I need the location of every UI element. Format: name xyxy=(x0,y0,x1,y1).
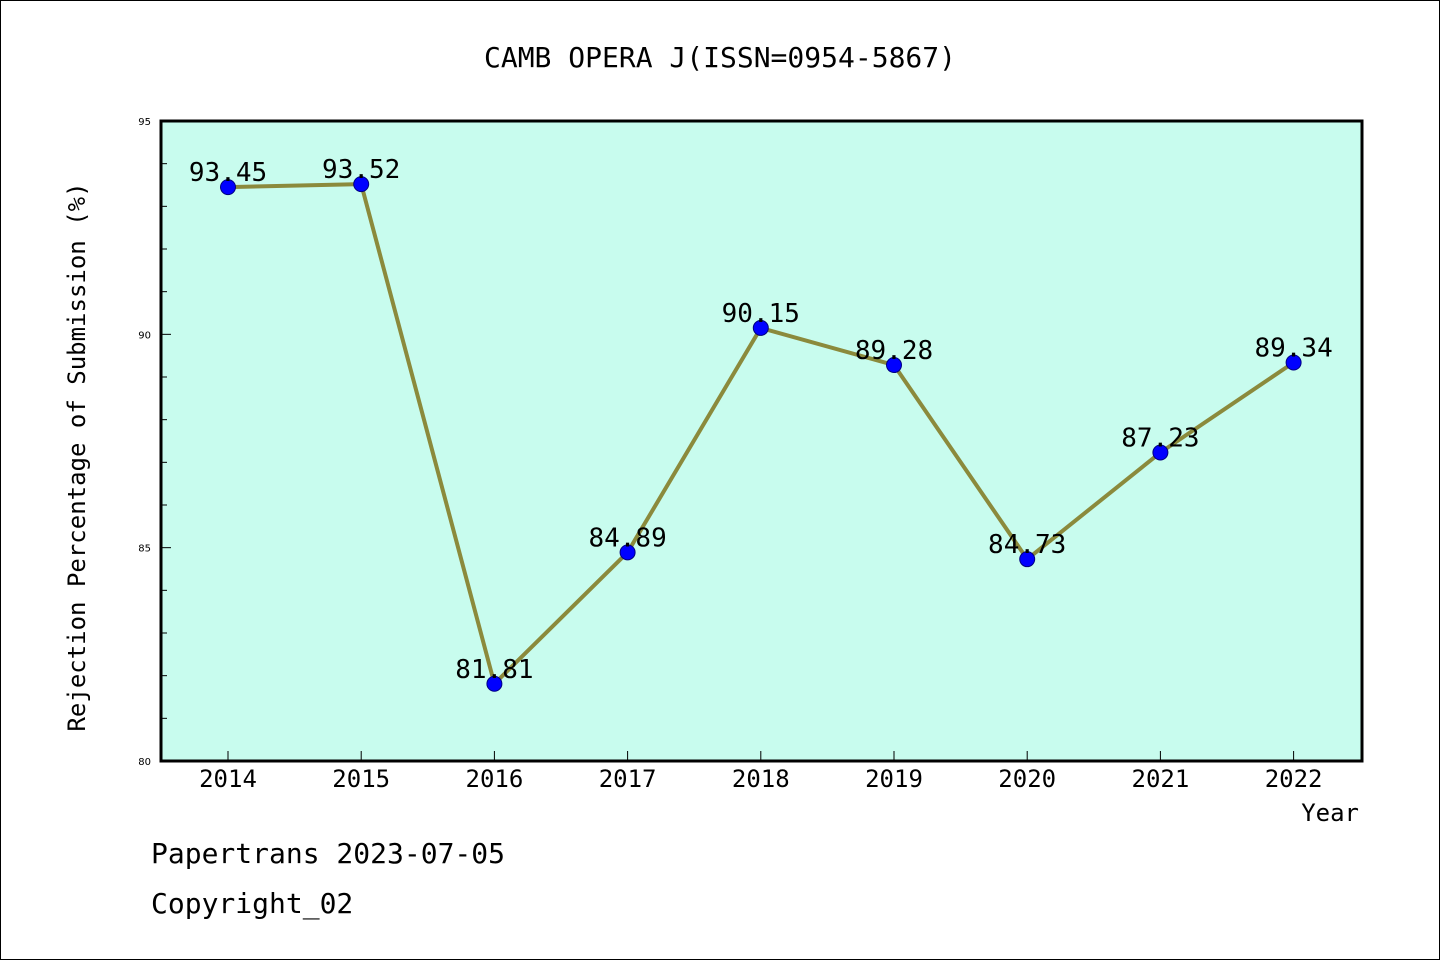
x-tick-label: 2016 xyxy=(466,765,524,793)
data-point xyxy=(1152,444,1169,461)
y-axis-label: Rejection Percentage of Submission (%) xyxy=(63,182,91,731)
data-label: 84.89 xyxy=(588,523,666,553)
plot-area xyxy=(159,119,1364,763)
data-point xyxy=(886,357,902,374)
y-axis: 80 85 90 95 xyxy=(138,117,171,768)
series-layer: 93.45 93.52 81.81 84.89 90.15 89.28 84.73 87.23… xyxy=(189,155,1333,692)
y-tick-label: 85 xyxy=(138,544,151,555)
data-label: 84.73 xyxy=(988,530,1066,560)
data-label: 89.34 xyxy=(1254,333,1332,363)
x-tick-label: 2015 xyxy=(332,765,390,793)
data-point xyxy=(353,176,370,193)
chart-title: CAMB OPERA J(ISSN=0954-5867) xyxy=(484,41,956,74)
data-label: 89.28 xyxy=(855,336,933,366)
plot-background xyxy=(159,119,1364,763)
data-point xyxy=(220,179,236,196)
data-point xyxy=(1019,551,1036,568)
x-tick-label: 2018 xyxy=(732,765,790,793)
y-tick-label: 95 xyxy=(138,117,151,128)
data-point xyxy=(619,544,636,561)
x-tick-label: 2021 xyxy=(1132,765,1190,793)
data-point xyxy=(486,675,503,692)
x-tick-label: 2019 xyxy=(865,765,923,793)
x-axis-label: Year xyxy=(1301,799,1359,827)
data-label: 90.15 xyxy=(722,299,800,329)
footer-date: Papertrans 2023-07-05 xyxy=(151,837,505,870)
x-tick-label: 2020 xyxy=(998,765,1056,793)
data-label: 81.81 xyxy=(455,655,533,685)
x-tick-label: 2017 xyxy=(599,765,657,793)
data-label: 93.52 xyxy=(322,155,400,185)
data-label: 87.23 xyxy=(1121,424,1199,454)
data-label: 93.45 xyxy=(189,158,267,188)
footer-copyright: Copyright_02 xyxy=(151,887,353,921)
data-point xyxy=(752,319,769,336)
x-tick-label: 2014 xyxy=(199,765,257,793)
x-tick-label: 2022 xyxy=(1265,765,1323,793)
data-point xyxy=(1285,354,1302,371)
x-axis: 2014 2015 2016 2017 2018 2019 2020 2021 2022 xyxy=(199,751,1322,793)
y-tick-label: 80 xyxy=(138,757,151,768)
y-tick-label: 90 xyxy=(138,330,151,341)
